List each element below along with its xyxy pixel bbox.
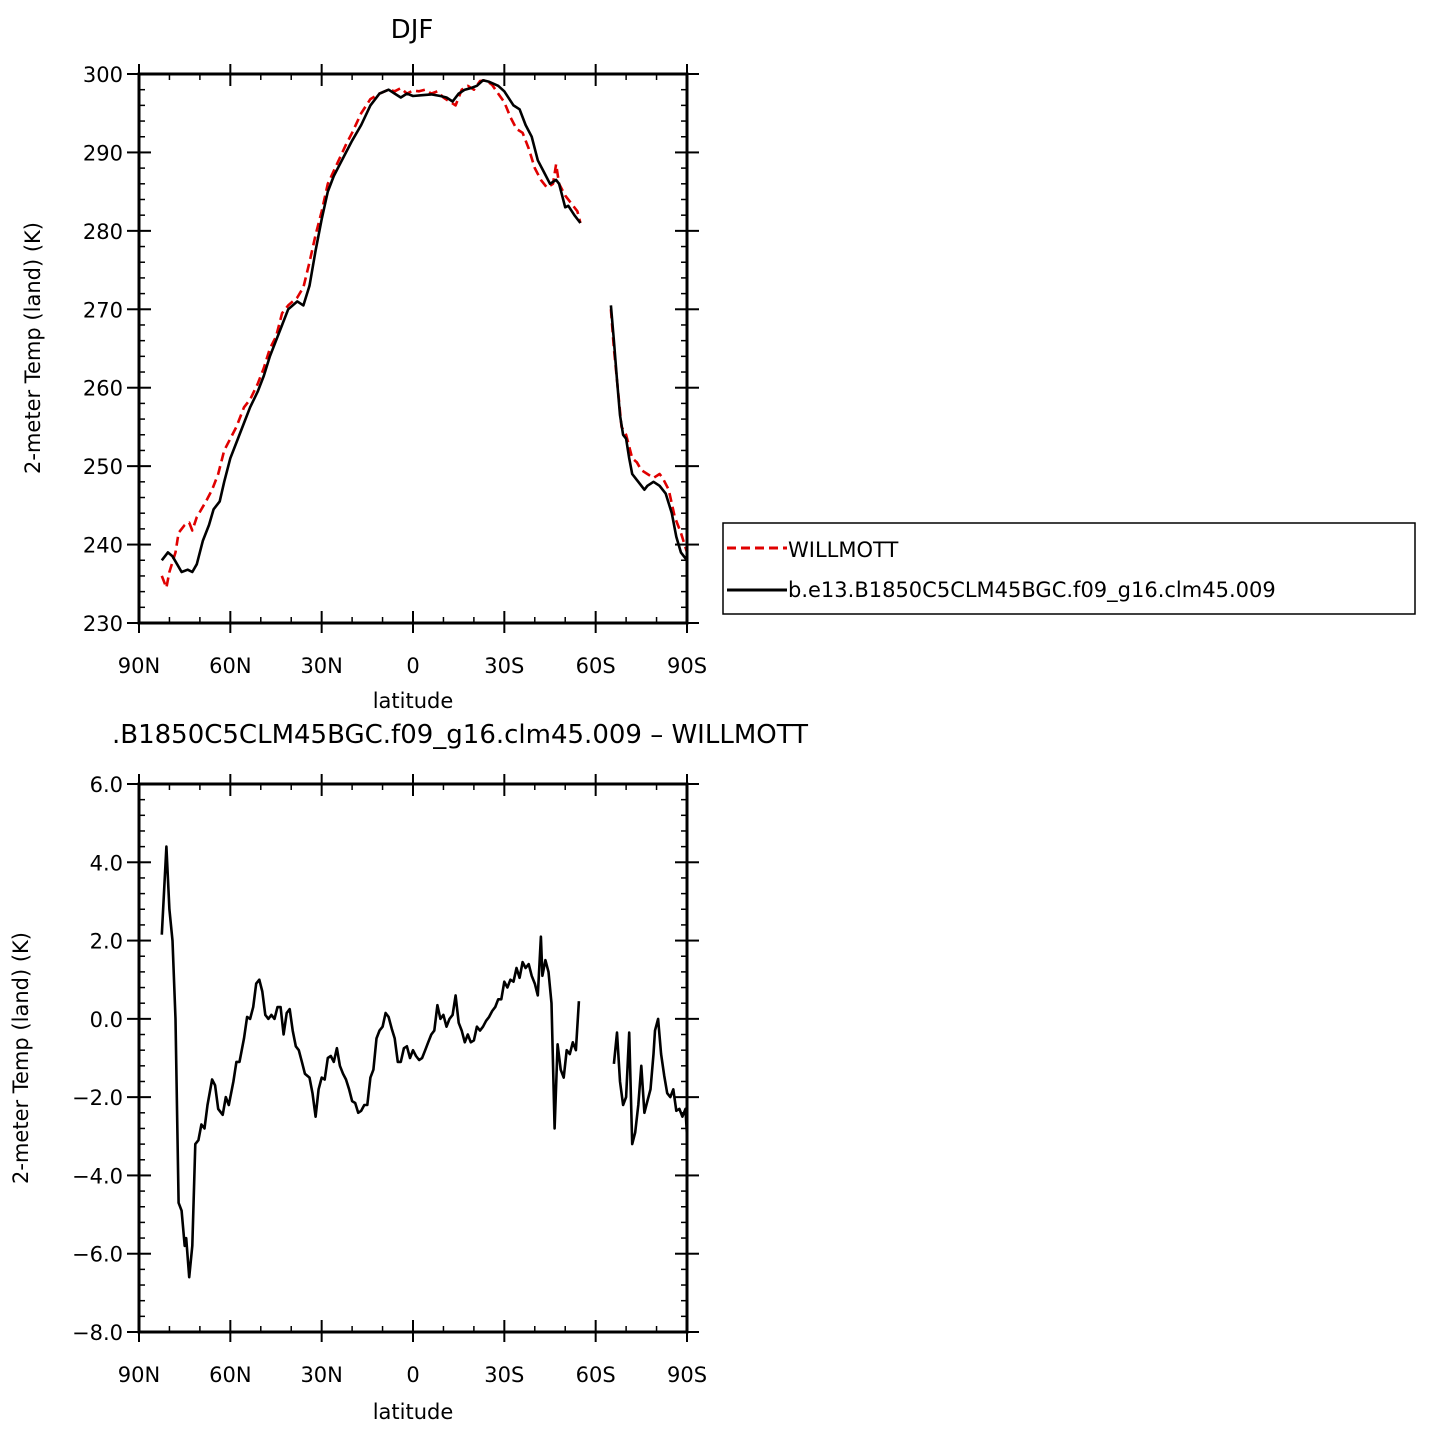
top-series-willmott-line [160, 79, 582, 589]
legend: WILLMOTT b.e13.B1850C5CLM45BGC.f09_g16.c… [722, 522, 1416, 615]
bottom-chart-title: .B1850C5CLM45BGC.f09_g16.clm45.009 – WIL… [112, 720, 808, 750]
bottom-series-group [160, 845, 689, 1279]
bottom-panel: .B1850C5CLM45BGC.f09_g16.clm45.009 – WIL… [9, 720, 808, 1424]
bottom-y-tick-label: 6.0 [90, 773, 123, 797]
top-x-tick-label: 30S [484, 654, 524, 678]
bottom-series-difference-line [160, 845, 581, 1279]
bottom-x-tick-label: 30S [484, 1363, 524, 1387]
legend-label-model: b.e13.B1850C5CLM45BGC.f09_g16.clm45.009 [788, 578, 1276, 603]
bottom-y-tick-label: 2.0 [90, 930, 123, 954]
top-x-tick-label: 90N [118, 654, 160, 678]
top-y-tick-label: 230 [83, 612, 123, 636]
top-x-tick-label: 0 [406, 654, 419, 678]
top-y-tick-label: 290 [83, 141, 123, 165]
top-series-b-e13-b1850c5clm45bgc-f09-g16-clm45-009-line [160, 79, 582, 574]
top-y-tick-label: 300 [83, 63, 123, 87]
top-y-tick-label: 240 [83, 534, 123, 558]
top-y-tick-label: 250 [83, 455, 123, 479]
bottom-y-tick-label: −2.0 [72, 1086, 123, 1110]
bottom-y-tick-label: −4.0 [72, 1164, 123, 1188]
top-x-tick-label: 60N [209, 654, 251, 678]
top-panel: DJF 90N 60N 30N 0 30S 60S 90S 230 240 250 260 270 28… [21, 15, 707, 713]
top-plot-frame [137, 72, 689, 625]
bottom-plot-frame [137, 782, 689, 1334]
bottom-y-tick-label: −8.0 [72, 1321, 123, 1345]
top-series-willmott-line [609, 309, 689, 553]
top-series-b-e13-b1850c5clm45bgc-f09-g16-clm45-009-line [609, 305, 689, 562]
bottom-x-tick-label: 0 [406, 1363, 419, 1387]
bottom-y-tick-label: 0.0 [90, 1008, 123, 1032]
top-x-tick-label: 90S [667, 654, 707, 678]
top-axes-group: 90N 60N 30N 0 30S 60S 90S 230 240 250 260 270 280 290… [83, 63, 707, 678]
top-x-tick-label: 30N [300, 654, 342, 678]
bottom-y-tick-label: −6.0 [72, 1243, 123, 1267]
top-y-tick-label: 270 [83, 298, 123, 322]
bottom-x-tick-label: 90N [118, 1363, 160, 1387]
top-y-tick-label: 280 [83, 220, 123, 244]
top-series-group [160, 79, 689, 589]
top-x-tick-label: 60S [576, 654, 616, 678]
bottom-x-tick-label: 30N [300, 1363, 342, 1387]
top-chart-title: DJF [391, 15, 434, 45]
top-y-tick-label: 260 [83, 377, 123, 401]
legend-label-willmott: WILLMOTT [788, 538, 898, 562]
top-y-axis-label: 2-meter Temp (land) (K) [21, 222, 45, 474]
legend-box [722, 522, 1416, 615]
bottom-x-tick-label: 60N [209, 1363, 251, 1387]
bottom-y-tick-label: 4.0 [90, 851, 123, 875]
bottom-y-axis-label: 2-meter Temp (land) (K) [9, 932, 33, 1184]
bottom-x-tick-label: 90S [667, 1363, 707, 1387]
bottom-series-difference-line [612, 1017, 689, 1146]
bottom-x-tick-label: 60S [576, 1363, 616, 1387]
bottom-x-axis-label: latitude [373, 1400, 454, 1424]
top-x-axis-label: latitude [373, 689, 454, 713]
